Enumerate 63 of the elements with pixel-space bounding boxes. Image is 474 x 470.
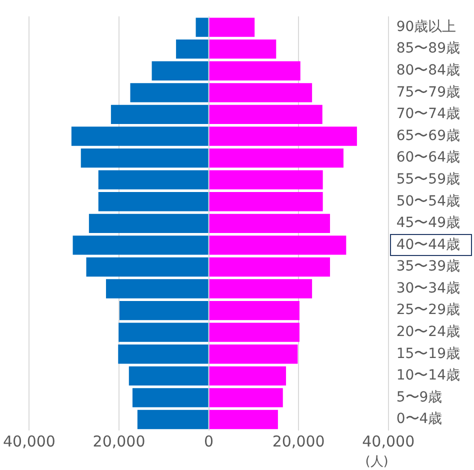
- bar: [209, 148, 344, 168]
- bar: [88, 214, 208, 233]
- y-tick-label: 45〜49歳: [396, 215, 460, 232]
- y-tick-label: 5〜9歳: [396, 389, 442, 406]
- bar: [80, 148, 208, 168]
- x-axis-title: (人): [365, 454, 388, 470]
- bar: [209, 61, 300, 80]
- y-tick-label: 0〜4歳: [396, 411, 442, 428]
- bar: [209, 104, 322, 124]
- bar: [209, 279, 312, 298]
- x-tick-label: 40,000: [362, 432, 415, 450]
- bar: [209, 170, 323, 190]
- bar: [106, 279, 208, 298]
- bar: [176, 39, 208, 59]
- bar: [86, 257, 208, 277]
- bar: [209, 388, 283, 408]
- bar: [72, 236, 208, 255]
- bar: [110, 104, 208, 124]
- bar: [98, 170, 208, 190]
- y-tick-label: 25〜29歳: [396, 302, 460, 318]
- y-tick-label: 30〜34歳: [396, 280, 460, 296]
- y-tick-label: 20〜24歳: [396, 324, 460, 340]
- y-tick-label: 60〜64歳: [396, 150, 460, 166]
- bar: [209, 214, 330, 233]
- y-tick-label: 40〜44歳: [396, 236, 460, 253]
- bar: [209, 410, 278, 430]
- bar: [209, 18, 255, 37]
- bar: [137, 410, 208, 430]
- bar: [209, 83, 312, 102]
- bar: [209, 300, 300, 320]
- y-tick-label: 65〜69歳: [396, 128, 460, 144]
- x-tick-label: 0: [204, 432, 214, 450]
- bar: [209, 39, 276, 59]
- bar: [152, 61, 208, 80]
- bar: [209, 366, 286, 386]
- y-tick-label: 75〜79歳: [396, 84, 460, 100]
- bar: [119, 300, 208, 320]
- bar: [132, 388, 208, 408]
- bar: [98, 192, 208, 212]
- y-tick-label: 55〜59歳: [396, 171, 460, 188]
- bar: [71, 126, 208, 146]
- x-tick-label: 20,000: [272, 432, 325, 450]
- x-tick-label: 20,000: [92, 432, 146, 450]
- y-tick-label: 35〜39歳: [396, 258, 460, 275]
- bar: [118, 322, 208, 342]
- x-tick-label: 40,000: [2, 432, 56, 450]
- y-tick-label: 90歳以上: [396, 18, 456, 35]
- bar: [118, 344, 208, 364]
- bar: [209, 257, 330, 277]
- y-tick-label: 50〜54歳: [396, 193, 460, 210]
- bar: [209, 236, 346, 255]
- y-tick-label: 70〜74歳: [396, 106, 460, 122]
- bar: [130, 83, 208, 102]
- y-tick-label: 85〜89歳: [396, 40, 460, 57]
- bar: [209, 344, 298, 364]
- bar: [209, 126, 357, 146]
- y-tick-label: 15〜19歳: [396, 346, 460, 362]
- y-tick-label: 80〜84歳: [396, 62, 460, 79]
- bar: [128, 366, 208, 386]
- y-tick-label: 10〜14歳: [396, 368, 460, 384]
- bar: [209, 192, 323, 212]
- bar: [196, 18, 208, 37]
- bar: [209, 322, 300, 342]
